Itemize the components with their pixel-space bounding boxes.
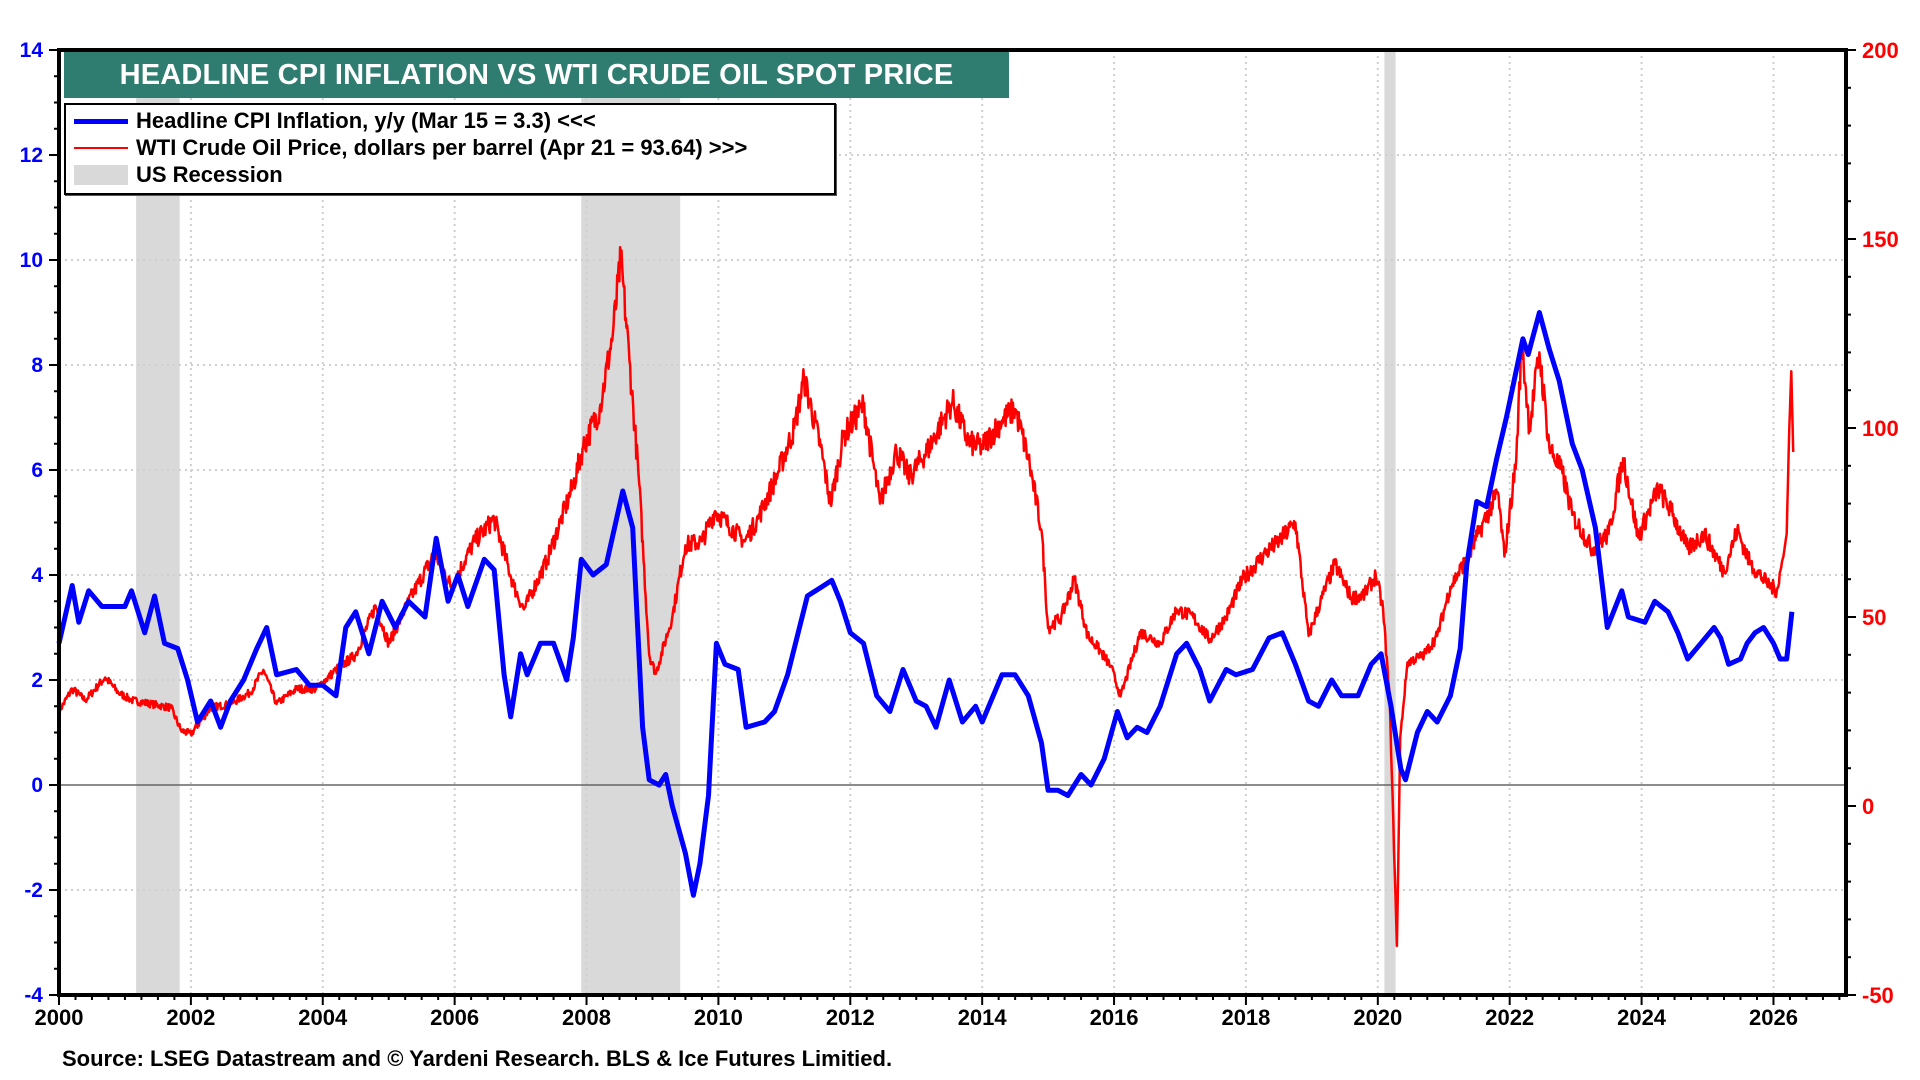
right-axis-label: 100 — [1862, 416, 1899, 441]
left-axis-label: 4 — [31, 564, 43, 587]
x-axis-label: 2004 — [298, 1005, 348, 1030]
x-axis-label: 2000 — [35, 1005, 84, 1030]
left-axis-label: -2 — [24, 879, 43, 902]
right-axis-label: -50 — [1862, 983, 1894, 1008]
legend-swatch-recession — [74, 165, 128, 185]
right-axis-label: 0 — [1862, 794, 1874, 819]
left-axis-label: 14 — [20, 39, 44, 62]
legend-swatch-cpi — [74, 118, 128, 124]
right-axis-label: 150 — [1862, 227, 1899, 252]
x-axis-label: 2014 — [958, 1005, 1008, 1030]
x-axis-label: 2010 — [694, 1005, 743, 1030]
left-axis-label: 10 — [20, 249, 43, 272]
x-axis-label: 2016 — [1090, 1005, 1139, 1030]
left-axis-label: -4 — [24, 984, 43, 1007]
left-axis-label: 12 — [20, 144, 43, 167]
series — [56, 246, 1795, 948]
recession-band — [1384, 50, 1396, 995]
source-note: Source: LSEG Datastream and © Yardeni Re… — [62, 1046, 893, 1071]
gridlines — [59, 50, 1846, 995]
right-axis-label: 50 — [1862, 605, 1886, 630]
x-axis-label: 2002 — [166, 1005, 215, 1030]
left-axis-label: 0 — [31, 774, 43, 797]
x-axis-label: 2018 — [1221, 1005, 1270, 1030]
legend-label-cpi: Headline CPI Inflation, y/y (Mar 15 = 3.… — [136, 108, 596, 133]
left-axis-label: 2 — [31, 669, 43, 692]
legend-label-oil: WTI Crude Oil Price, dollars per barrel … — [136, 135, 748, 160]
axes: 14 12 10 8 6 4 2 0 -2 -4 200 150 100 50 0 -50 2000 2002 20… — [20, 38, 1899, 1030]
legend: Headline CPI Inflation, y/y (Mar 15 = 3.… — [64, 103, 836, 195]
legend-label-recession: US Recession — [136, 162, 283, 187]
left-axis-label: 8 — [31, 354, 43, 377]
recession-band — [136, 50, 180, 995]
legend-item-oil: WTI Crude Oil Price, dollars per barrel … — [74, 135, 747, 161]
right-axis-label: 200 — [1862, 38, 1899, 63]
oil-price-line — [57, 246, 1795, 948]
left-axis-label: 6 — [31, 459, 43, 482]
x-axis-label: 2012 — [826, 1005, 875, 1030]
legend-item-recession: US Recession — [74, 162, 283, 188]
chart-title: HEADLINE CPI INFLATION VS WTI CRUDE OIL … — [64, 52, 1009, 98]
x-axis-label: 2020 — [1353, 1005, 1402, 1030]
legend-swatch-oil — [74, 147, 128, 149]
x-axis-label: 2024 — [1617, 1005, 1667, 1030]
x-axis-label: 2008 — [562, 1005, 611, 1030]
x-axis-label: 2006 — [430, 1005, 479, 1030]
x-axis-label: 2022 — [1485, 1005, 1534, 1030]
x-axis-label: 2026 — [1749, 1005, 1798, 1030]
legend-item-cpi: Headline CPI Inflation, y/y (Mar 15 = 3.… — [74, 108, 596, 134]
cpi-inflation-line — [56, 310, 1795, 898]
